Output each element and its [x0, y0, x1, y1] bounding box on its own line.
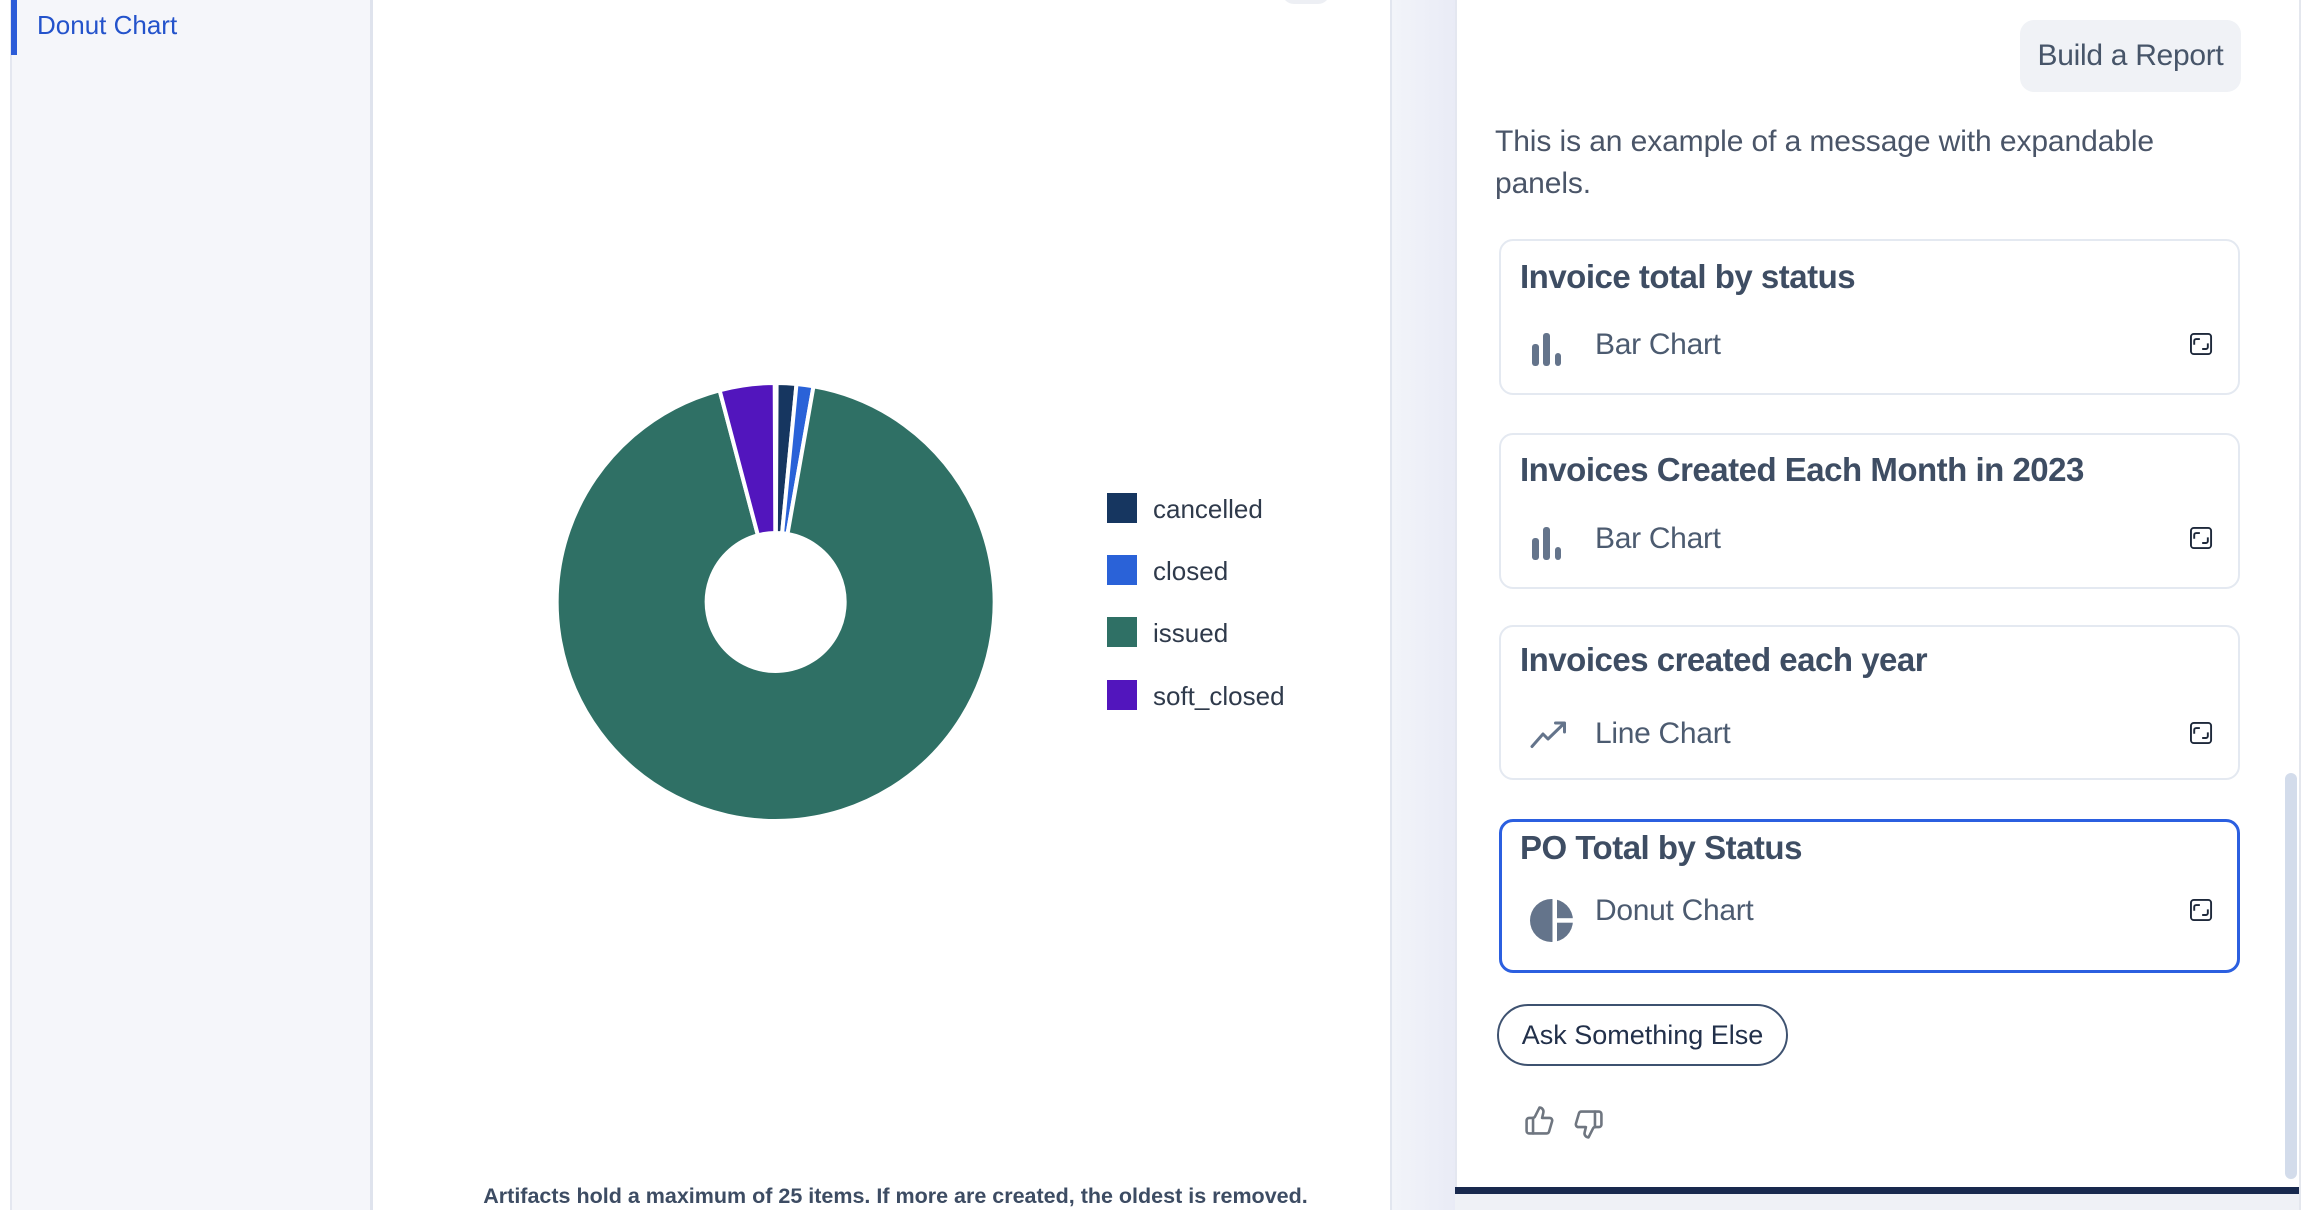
- svg-text:cancelled: cancelled: [1153, 494, 1263, 524]
- svg-text:soft_closed: soft_closed: [1153, 681, 1285, 711]
- svg-text:issued: issued: [1153, 618, 1228, 648]
- svg-text:closed: closed: [1153, 556, 1228, 586]
